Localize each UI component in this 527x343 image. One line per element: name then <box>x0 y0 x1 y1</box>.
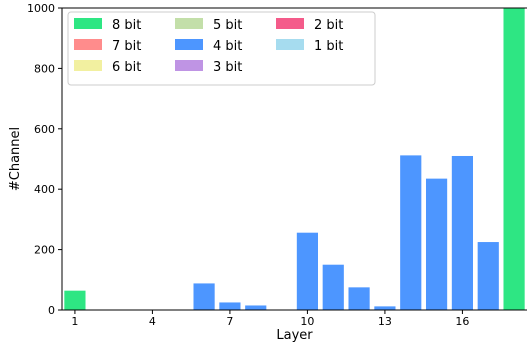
legend: 8 bit 7 bit 6 bit 5 bit 4 bit 3 bit 2 bit 1 bit <box>67 11 376 86</box>
y-tick-label: 600 <box>34 123 55 136</box>
bar-segment <box>296 232 318 310</box>
legend-swatch <box>276 39 304 50</box>
legend-label: 3 bit <box>213 60 242 75</box>
legend-swatch <box>175 18 203 29</box>
legend-swatch <box>276 18 304 29</box>
legend-label: 7 bit <box>112 39 141 54</box>
x-tick-label: 16 <box>455 315 469 328</box>
bars-group <box>64 8 525 310</box>
axes-group: 0 200 400 600 800 1000 1 4 7 10 13 16 Layer #Channel <box>8 2 527 343</box>
legend-label: 2 bit <box>314 18 343 33</box>
bar-segment <box>451 155 473 310</box>
bar-segment <box>477 242 499 310</box>
bar-segment <box>322 264 344 310</box>
legend-label: 8 bit <box>112 18 141 33</box>
bar-segment <box>503 8 525 310</box>
y-tick-label: 0 <box>48 304 55 317</box>
bar-segment <box>425 178 448 310</box>
bar-segment <box>245 305 267 310</box>
y-tick-label: 1000 <box>27 2 55 15</box>
bar-segment <box>219 302 241 310</box>
bar-segment <box>374 306 396 310</box>
legend-swatch <box>74 18 102 29</box>
legend-label: 1 bit <box>314 39 343 54</box>
y-tick-label: 200 <box>34 244 55 257</box>
bar-segment <box>193 283 215 310</box>
legend-swatch <box>74 39 102 50</box>
legend-label: 5 bit <box>213 18 242 33</box>
bar-segment <box>400 155 422 310</box>
bar-segment <box>64 290 86 310</box>
legend-label: 6 bit <box>112 60 141 75</box>
x-tick-label: 7 <box>226 315 233 328</box>
x-tick-label: 10 <box>300 315 314 328</box>
y-axis-label: #Channel <box>8 127 23 191</box>
y-tick-label: 800 <box>34 62 55 75</box>
x-tick-label: 4 <box>149 315 156 328</box>
x-tick-label: 13 <box>378 315 392 328</box>
x-axis-label: Layer <box>276 328 313 343</box>
bar-segment <box>348 287 370 310</box>
legend-swatch <box>175 60 203 71</box>
legend-swatch <box>175 39 203 50</box>
x-tick-label: 1 <box>71 315 78 328</box>
legend-swatch <box>74 60 102 71</box>
legend-frame <box>67 11 376 86</box>
y-tick-label: 400 <box>34 183 55 196</box>
legend-label: 4 bit <box>213 39 242 54</box>
